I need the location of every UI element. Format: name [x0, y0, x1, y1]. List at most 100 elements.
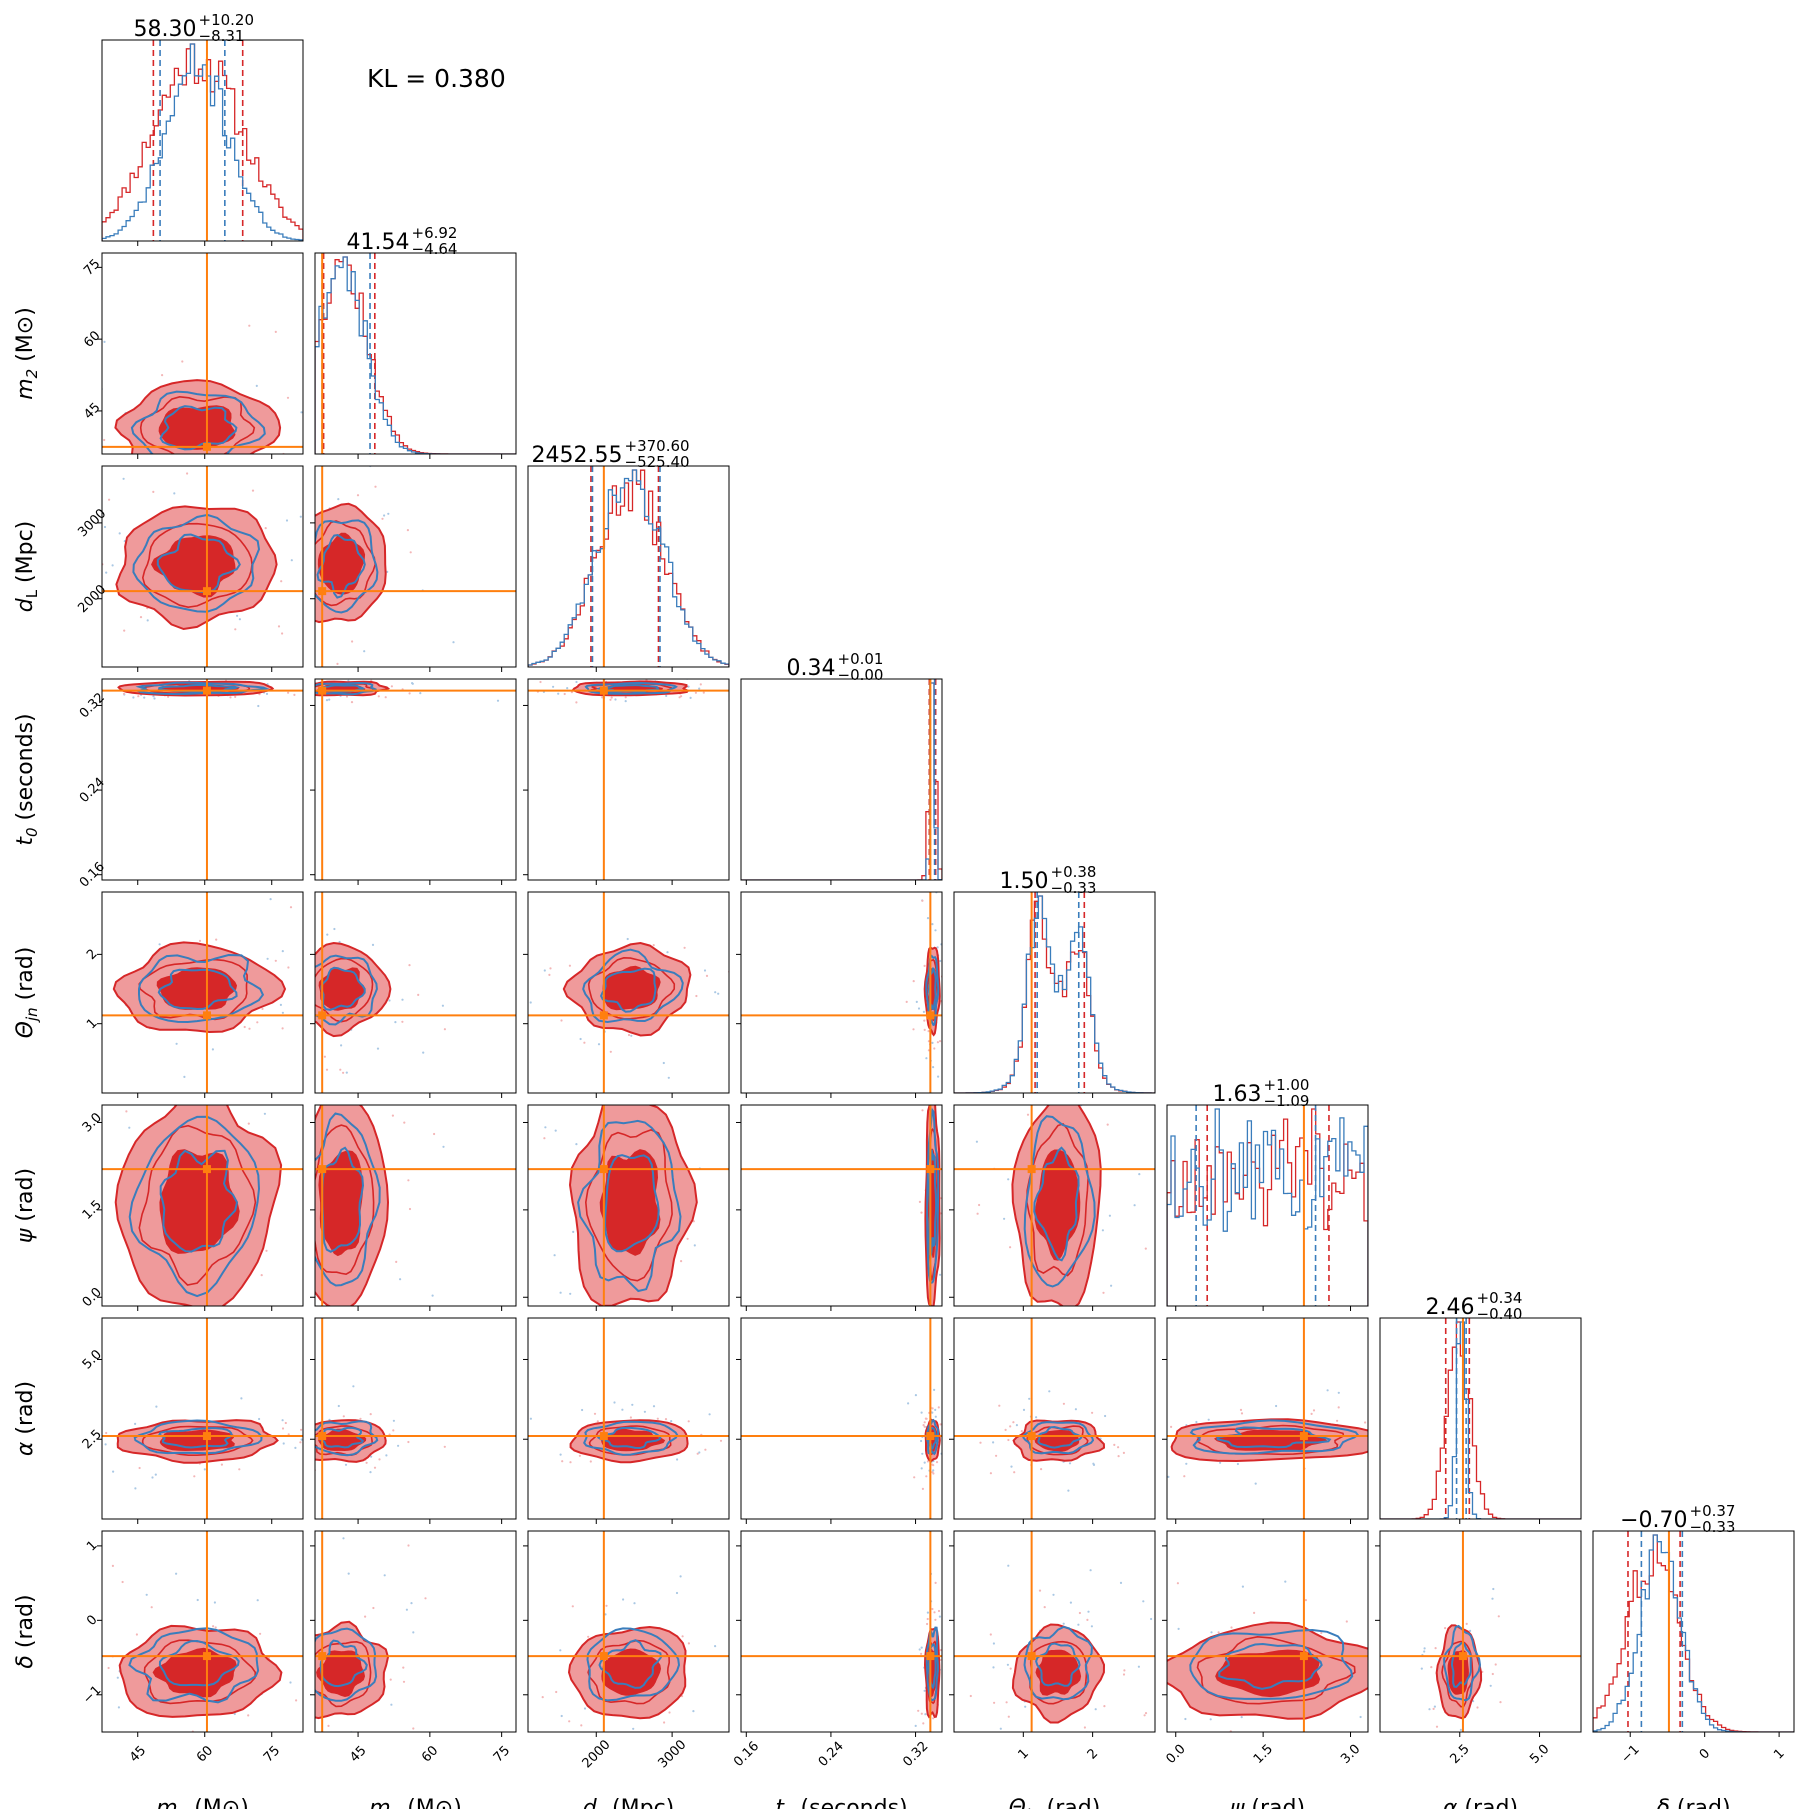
- truth-marker: [1027, 1432, 1036, 1441]
- sample-point: [1209, 1718, 1212, 1721]
- sample-point: [299, 1441, 302, 1444]
- sample-point: [235, 1411, 237, 1413]
- truth-marker: [1458, 1652, 1467, 1661]
- sample-point: [345, 1071, 348, 1074]
- panel-frame: [953, 1317, 1156, 1520]
- sample-point: [668, 1711, 671, 1714]
- panel-delta-vs-t0: [740, 1530, 943, 1758]
- sample-point: [1253, 1611, 1256, 1614]
- sample-point: [1473, 1468, 1475, 1470]
- sample-point: [922, 1424, 925, 1427]
- sample-point: [921, 899, 924, 902]
- sample-point: [613, 1401, 616, 1404]
- blue-contour-outer: [925, 1626, 939, 1702]
- panel-frame: [101, 1317, 304, 1520]
- sample-point: [553, 1254, 556, 1257]
- sample-point: [86, 445, 88, 447]
- sample-point: [938, 1615, 942, 1618]
- sample-point: [938, 1097, 940, 1099]
- blue-contour-inner: [1216, 1426, 1332, 1449]
- sample-point: [1184, 1717, 1187, 1721]
- sample-point: [932, 1472, 935, 1475]
- sample-point: [1089, 1569, 1092, 1572]
- sample-point: [1119, 1581, 1123, 1584]
- sample-point: [1492, 1587, 1495, 1591]
- sample-point: [309, 1636, 311, 1638]
- sample-point: [381, 517, 384, 520]
- upper-error-delta: +0.37: [1690, 1502, 1736, 1520]
- sample-point: [1052, 1593, 1055, 1596]
- sample-point: [629, 1416, 633, 1419]
- sample-point: [388, 999, 391, 1002]
- sample-point: [220, 1463, 223, 1466]
- sample-point: [310, 362, 312, 364]
- sample-point: [405, 1330, 407, 1332]
- sample-point: [1254, 1482, 1257, 1485]
- sample-point: [212, 1625, 215, 1628]
- sample-point: [1106, 1308, 1108, 1310]
- sample-point: [445, 455, 447, 457]
- sample-point: [926, 1063, 928, 1065]
- sample-point: [332, 669, 334, 671]
- x-tick-label-m2: 60: [419, 1743, 441, 1765]
- sample-point: [304, 1628, 306, 1630]
- sample-point: [1030, 1736, 1032, 1738]
- sample-point: [575, 701, 578, 704]
- sample-point: [274, 330, 277, 333]
- sample-point: [621, 1408, 624, 1411]
- sample-point: [921, 1452, 924, 1455]
- sample-point: [103, 340, 106, 343]
- sample-point: [947, 981, 949, 983]
- blue-histogram-t0: [741, 682, 942, 880]
- sample-point: [945, 1190, 947, 1192]
- sample-point: [1123, 1669, 1126, 1672]
- sample-point: [1004, 1428, 1007, 1431]
- hist-frame-theta: [953, 891, 1156, 1094]
- sample-point: [395, 1260, 398, 1263]
- panel-frame: [1166, 1530, 1369, 1733]
- sample-point: [622, 1598, 625, 1601]
- sample-point: [695, 1375, 697, 1377]
- sample-point: [664, 1418, 668, 1421]
- sample-point: [1101, 1229, 1104, 1232]
- sample-point: [424, 1597, 427, 1600]
- sample-point: [125, 1378, 127, 1380]
- sample-point: [1150, 1473, 1152, 1475]
- sample-point: [294, 1446, 297, 1449]
- sample-point: [292, 562, 294, 564]
- sample-point: [935, 1461, 939, 1464]
- sample-point: [402, 1680, 406, 1683]
- panel-psi-vs-t0: [740, 1063, 947, 1307]
- blue-contour-inner: [604, 1154, 660, 1253]
- sample-point: [286, 1017, 288, 1019]
- sample-point: [931, 1041, 934, 1044]
- sample-point: [90, 681, 92, 683]
- blue-contour-outer: [133, 1419, 263, 1455]
- sample-point: [675, 1591, 679, 1595]
- sample-point: [326, 933, 329, 936]
- panel-m2-vs-m1: [101, 252, 447, 457]
- sample-point: [915, 1000, 918, 1004]
- x-tick-label-m2: 45: [347, 1743, 369, 1765]
- sample-point: [325, 1068, 329, 1071]
- sample-point: [224, 1385, 226, 1387]
- sample-point: [412, 1727, 415, 1730]
- ticks-4-2: [523, 953, 673, 1098]
- red-histogram-delta: [1593, 1534, 1794, 1732]
- sample-point: [146, 619, 149, 622]
- sample-point: [196, 1598, 199, 1602]
- sample-point: [405, 1608, 408, 1611]
- sample-point: [1007, 1178, 1010, 1181]
- sample-point: [1553, 1448, 1555, 1450]
- hist-frame-m1: [101, 39, 304, 242]
- sample-point: [1091, 1411, 1094, 1414]
- sample-point: [287, 1433, 290, 1436]
- sample-point: [1083, 1726, 1086, 1729]
- hist-frame-psi: [1166, 1104, 1369, 1307]
- sample-point: [924, 1756, 926, 1758]
- sample-point: [1274, 1747, 1276, 1749]
- sample-point: [496, 699, 500, 702]
- sample-point: [1304, 1599, 1307, 1602]
- sample-point: [1402, 1474, 1404, 1476]
- sample-point: [377, 695, 380, 698]
